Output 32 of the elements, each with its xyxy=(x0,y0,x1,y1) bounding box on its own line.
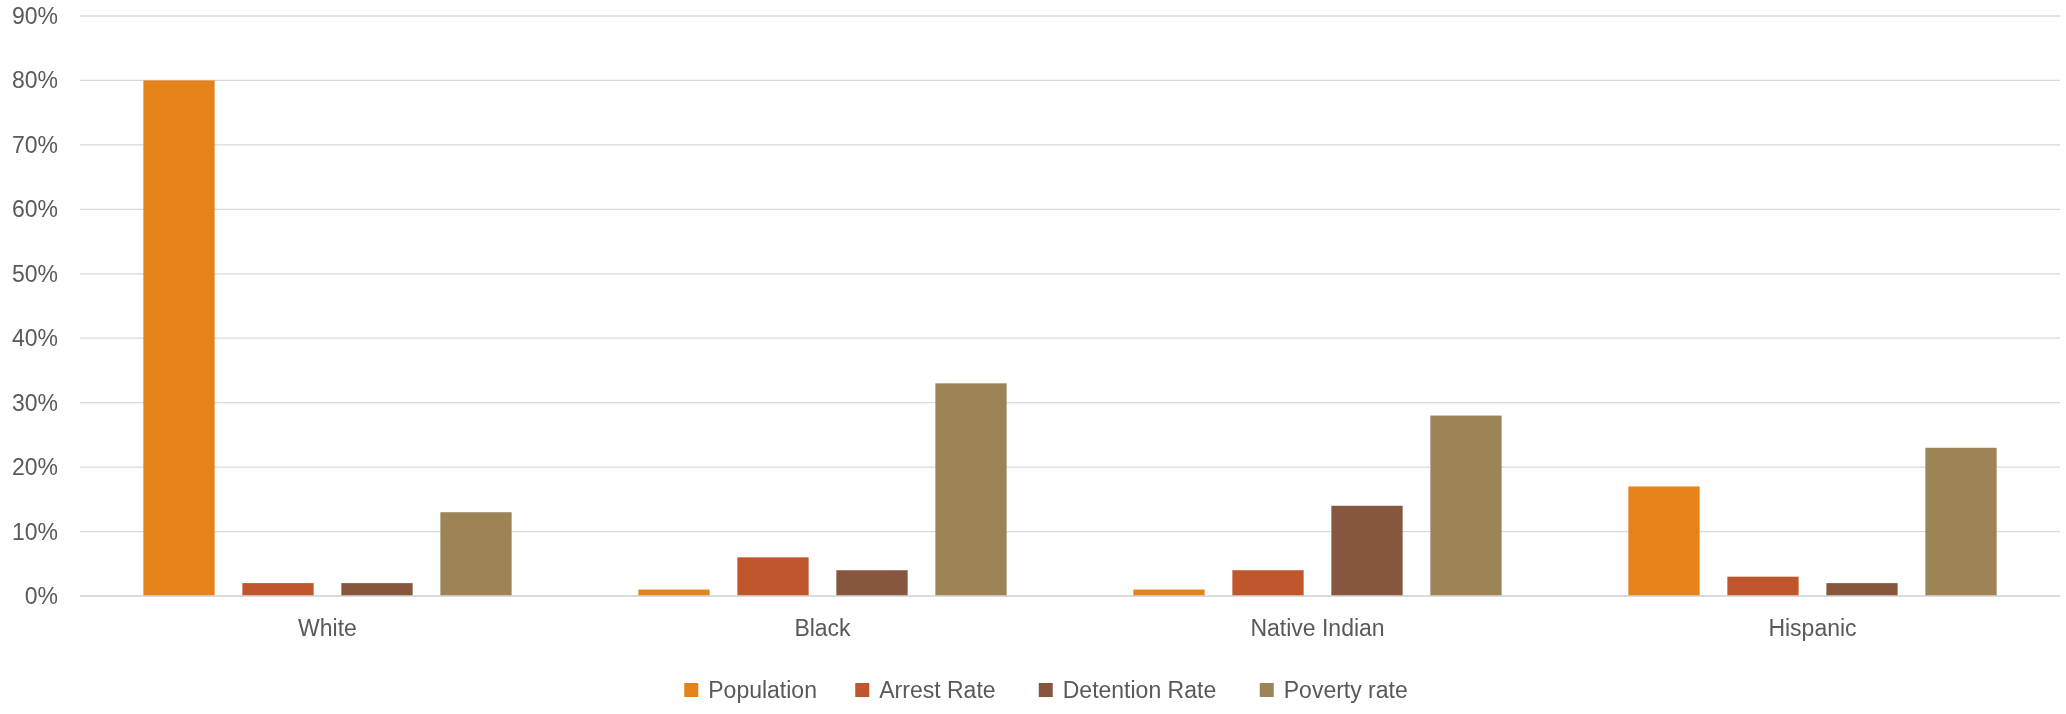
y-tick-label: 40% xyxy=(11,325,58,352)
y-tick-label: 80% xyxy=(11,67,58,94)
bar xyxy=(242,583,314,596)
bar xyxy=(1826,583,1898,596)
bar xyxy=(143,80,215,596)
bar xyxy=(440,512,512,596)
bar xyxy=(341,583,413,596)
bar xyxy=(1232,570,1304,596)
y-tick-label: 50% xyxy=(11,260,58,287)
x-tick-label: Native Indian xyxy=(1250,615,1385,641)
x-tick-label: Hispanic xyxy=(1768,615,1857,641)
y-tick-label: 10% xyxy=(11,518,58,545)
y-tick-label: 0% xyxy=(24,583,58,610)
x-tick-label: Black xyxy=(794,615,852,641)
x-tick-label: White xyxy=(298,615,357,641)
y-tick-label: 20% xyxy=(11,454,58,481)
y-tick-label: 70% xyxy=(11,131,58,158)
legend-label: Arrest Rate xyxy=(879,677,996,703)
y-tick-label: 60% xyxy=(11,196,58,223)
bar xyxy=(737,557,809,596)
bar xyxy=(1331,505,1403,596)
bar xyxy=(1430,415,1502,596)
bar xyxy=(836,570,908,596)
bar xyxy=(1628,486,1700,596)
bar xyxy=(935,383,1007,596)
legend-label: Detention Rate xyxy=(1062,677,1217,703)
legend-label: Population xyxy=(708,677,817,703)
bar xyxy=(1727,576,1799,596)
y-tick-label: 90% xyxy=(11,3,58,30)
legend-label: Poverty rate xyxy=(1283,677,1408,703)
y-tick-label: 30% xyxy=(11,389,58,416)
bar xyxy=(1925,447,1997,596)
